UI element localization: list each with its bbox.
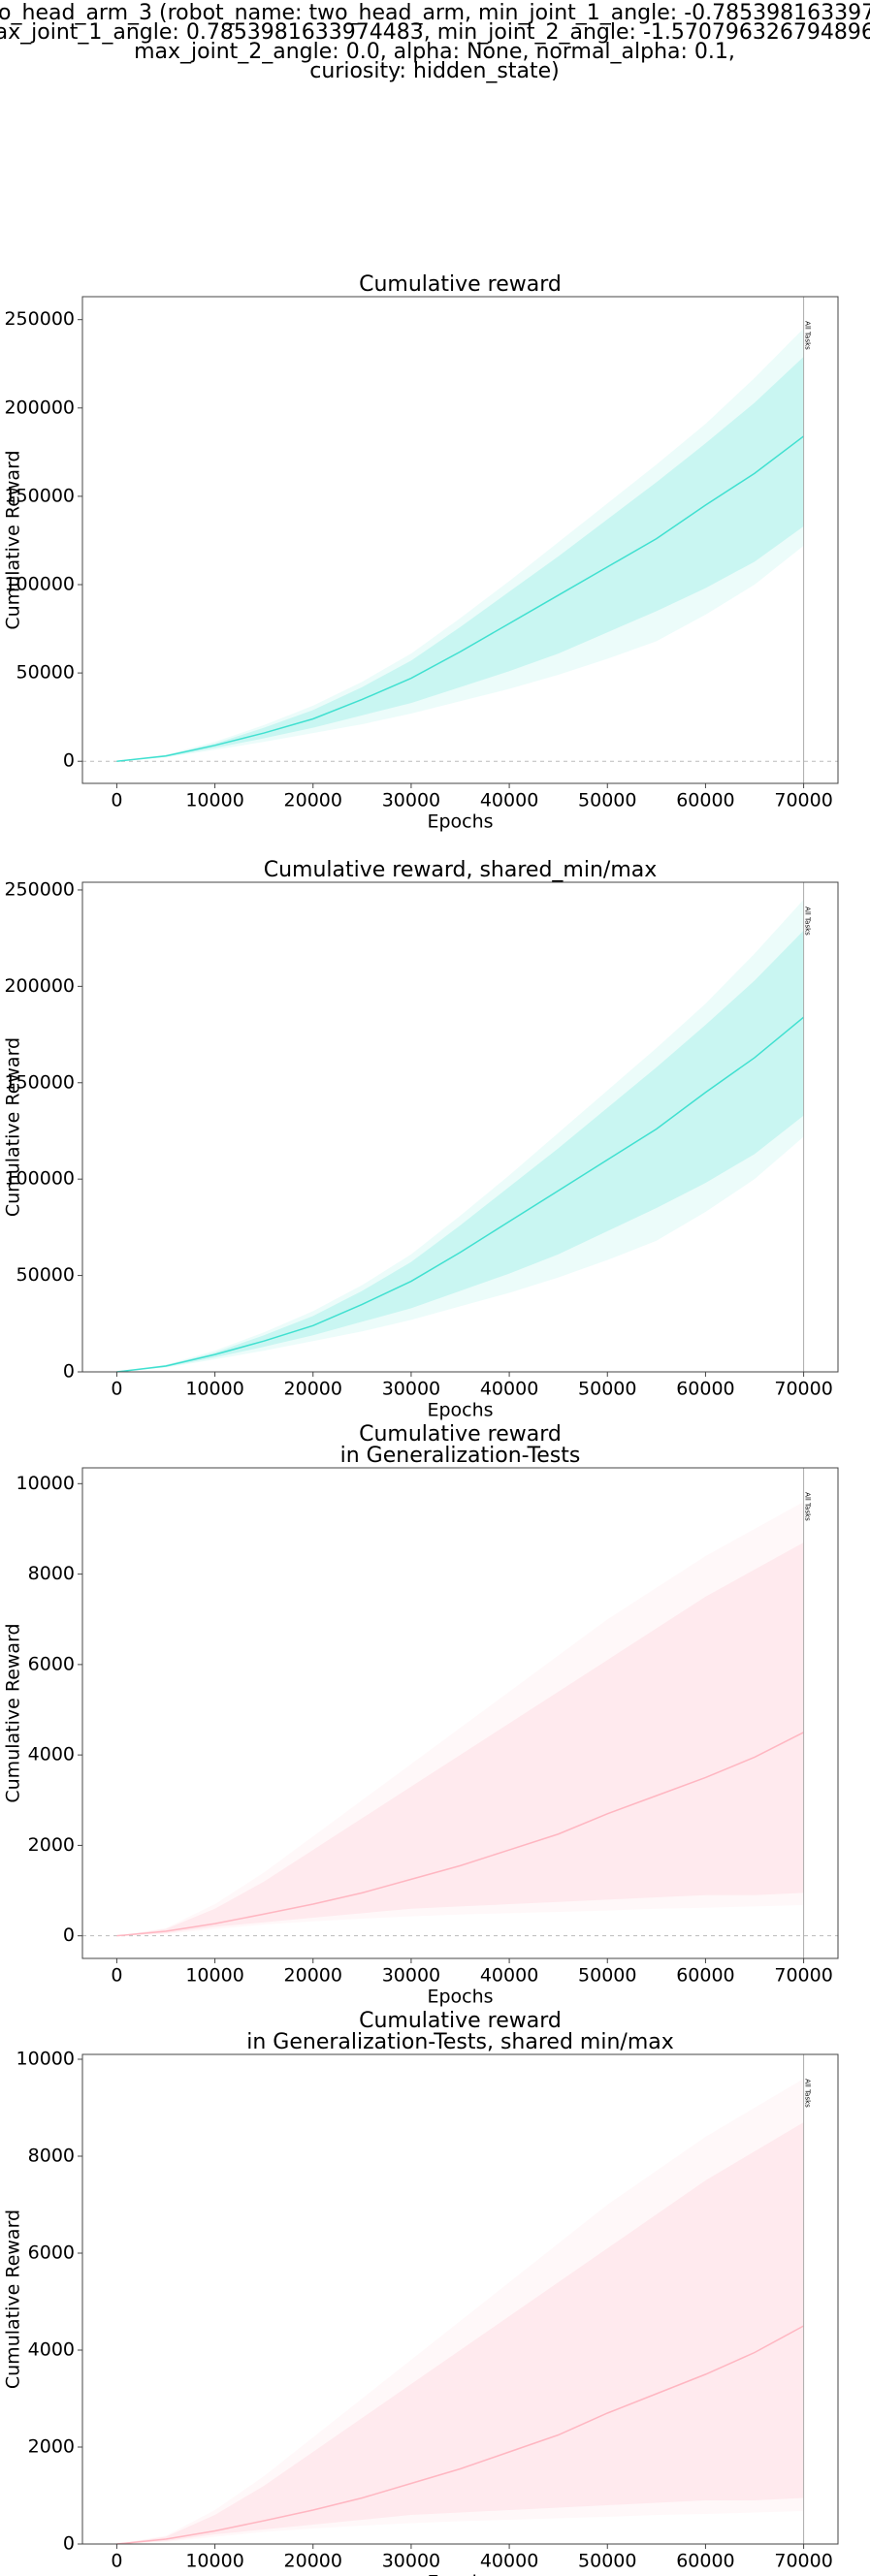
x-tick-label: 70000: [774, 2551, 832, 2572]
axes-frame: [81, 2053, 839, 2545]
x-tick-label: 70000: [774, 1379, 832, 1400]
x-tick-label: 0: [111, 1965, 122, 1987]
x-axis-label: Epochs: [427, 811, 493, 833]
x-tick-label: 20000: [284, 1965, 342, 1987]
task-label: All Tasks: [804, 1492, 812, 1521]
x-tick-label: 30000: [382, 790, 440, 811]
min-max-band: [116, 1501, 804, 1936]
axes-frame: [81, 881, 839, 1373]
chart-title: Cumulative reward: [359, 2009, 562, 2033]
x-tick-label: 50000: [578, 1965, 636, 1987]
x-tick-label: 60000: [676, 2551, 734, 2572]
x-tick-label: 0: [111, 2551, 122, 2572]
y-tick-label: 10000: [16, 2049, 75, 2070]
y-tick-label: 50000: [16, 1264, 75, 1286]
y-tick-label: 10000: [16, 1473, 75, 1494]
y-tick-label: 0: [63, 750, 75, 772]
x-tick-label: 30000: [382, 1379, 440, 1400]
figure-title: eft_two_head_arm_3 (robot_name: two_head…: [0, 1, 870, 25]
chart: Cumulative reward All Tasks 0 10000 20000 300…: [3, 272, 839, 833]
chart-title: in Generalization-Tests, shared min/max: [246, 2030, 674, 2054]
y-tick-label: 100000: [4, 1168, 75, 1190]
y-axis-label: Cumulative Reward: [3, 2210, 24, 2389]
x-tick-label: 60000: [676, 1965, 734, 1987]
y-tick-label: 200000: [4, 975, 75, 997]
y-tick-label: 0: [63, 1924, 75, 1946]
y-tick-label: 250000: [4, 308, 75, 330]
min-max-band: [116, 899, 804, 1372]
y-axis-label: Cumulative Reward: [3, 1037, 24, 1217]
figure-title: curiosity: hidden_state): [309, 59, 559, 83]
x-tick-label: 40000: [480, 1379, 538, 1400]
task-label: All Tasks: [804, 321, 812, 350]
min-max-band: [116, 328, 804, 762]
y-tick-label: 6000: [28, 1653, 75, 1674]
x-tick-label: 10000: [185, 2551, 243, 2572]
y-axis-label: Cumulative Reward: [3, 1623, 24, 1802]
x-tick-label: 70000: [774, 790, 832, 811]
y-tick-label: 150000: [4, 1071, 75, 1093]
x-tick-label: 40000: [480, 2551, 538, 2572]
y-tick-label: 4000: [28, 1744, 75, 1765]
mean-line: [116, 435, 805, 762]
y-tick-label: 150000: [4, 485, 75, 506]
x-tick-label: 0: [111, 1379, 122, 1400]
std-band: [116, 2122, 804, 2544]
y-tick-label: 2000: [28, 2436, 75, 2458]
mean-line: [116, 2325, 804, 2545]
x-tick-label: 20000: [284, 790, 342, 811]
task-label: All Tasks: [804, 906, 812, 936]
mean-line: [116, 1016, 805, 1373]
figure-title: max_joint_1_angle: 0.7853981633974483, m…: [0, 20, 870, 45]
x-tick-label: 0: [111, 790, 122, 811]
x-axis-label: Epochs: [427, 1400, 493, 1421]
y-tick-label: 250000: [4, 878, 75, 900]
x-tick-label: 30000: [382, 1965, 440, 1987]
axes-frame: [81, 1467, 839, 1959]
x-tick-label: 10000: [185, 790, 243, 811]
x-tick-label: 50000: [578, 790, 636, 811]
x-tick-label: 10000: [185, 1965, 243, 1987]
y-tick-label: 6000: [28, 2242, 75, 2264]
min-max-band: [116, 2079, 804, 2544]
x-tick-label: 40000: [480, 1965, 538, 1987]
x-axis-label: Epochs: [427, 1987, 493, 2008]
y-axis-label: Cumulative Reward: [3, 450, 24, 629]
chart-title: in Generalization-Tests: [340, 1444, 581, 1468]
x-tick-label: 20000: [284, 2551, 342, 2572]
y-tick-label: 200000: [4, 397, 75, 418]
x-tick-label: 10000: [185, 1379, 243, 1400]
std-band: [116, 1542, 804, 1936]
y-tick-label: 4000: [28, 2339, 75, 2361]
y-tick-label: 100000: [4, 574, 75, 595]
chart-title: Cumulative reward, shared_min/max: [264, 858, 658, 882]
y-tick-label: 2000: [28, 1834, 75, 1856]
y-tick-label: 8000: [28, 2146, 75, 2167]
x-axis-label: Epochs: [427, 2572, 493, 2576]
figure-title: max_joint_2_angle: 0.0, alpha: None, nor…: [134, 40, 735, 64]
std-band: [116, 930, 804, 1372]
chart-title: Cumulative reward: [359, 272, 562, 297]
y-tick-label: 0: [63, 1361, 75, 1383]
y-tick-label: 8000: [28, 1563, 75, 1584]
x-tick-label: 60000: [676, 1379, 734, 1400]
x-tick-label: 50000: [578, 1379, 636, 1400]
chart: Cumulative reward, shared_min/max All Tas…: [3, 858, 839, 1421]
x-tick-label: 20000: [284, 1379, 342, 1400]
x-tick-label: 70000: [774, 1965, 832, 1987]
task-label: All Tasks: [804, 2079, 812, 2108]
y-tick-label: 50000: [16, 662, 75, 684]
x-tick-label: 30000: [382, 2551, 440, 2572]
x-tick-label: 40000: [480, 790, 538, 811]
x-tick-label: 50000: [578, 2551, 636, 2572]
axes-frame: [81, 296, 839, 784]
mean-line: [116, 1732, 804, 1937]
chart-title: Cumulative reward: [359, 1422, 562, 1447]
x-tick-label: 60000: [676, 790, 734, 811]
y-tick-label: 0: [63, 2533, 75, 2555]
std-band: [116, 356, 804, 762]
